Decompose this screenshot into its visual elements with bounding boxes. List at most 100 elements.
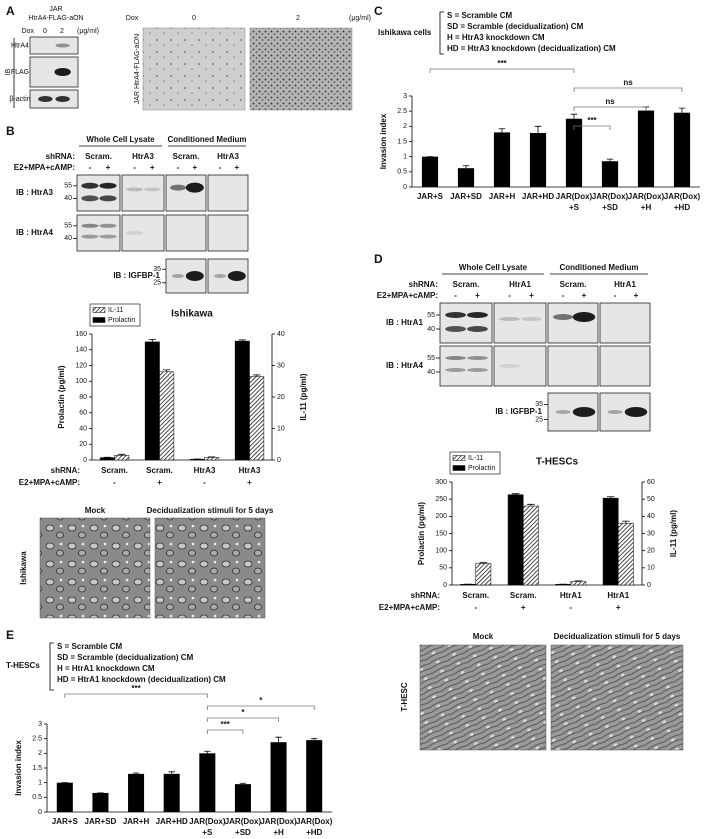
blot-band bbox=[499, 364, 520, 368]
blot-label: IB : HtrA4 bbox=[386, 361, 423, 370]
blot-band bbox=[81, 195, 99, 202]
blot-band bbox=[445, 356, 466, 360]
x-tick-label: JAR+SD bbox=[450, 192, 482, 201]
treatment-label: E2+MPA+cAMP: bbox=[14, 163, 75, 172]
y-tick-label: 2.5 bbox=[397, 108, 407, 115]
blot-band bbox=[170, 184, 186, 191]
chart-title: Ishikawa bbox=[171, 309, 213, 320]
x-tick-label: JAR(Dox) bbox=[628, 192, 665, 201]
blot-band bbox=[172, 274, 184, 278]
error-bar bbox=[310, 738, 318, 741]
x-tick-label: JAR+HD bbox=[522, 192, 554, 201]
mw-marker: 25 bbox=[153, 280, 161, 287]
error-bar bbox=[479, 562, 488, 564]
error-bar bbox=[574, 580, 583, 582]
y-tick-label: 1.5 bbox=[397, 138, 407, 145]
fraction-header: Conditioned Medium bbox=[167, 135, 246, 144]
y-tick-label: 1 bbox=[403, 154, 407, 161]
blot-panel bbox=[599, 302, 651, 344]
significance-bracket bbox=[206, 705, 315, 710]
x-tick-label: + bbox=[247, 478, 252, 487]
legend-item: H = HtrA3 knockdown CM bbox=[447, 33, 545, 42]
image-label: Mock bbox=[473, 632, 494, 641]
blot-panel bbox=[165, 214, 207, 252]
x-tick-label: HtrA3 bbox=[194, 466, 216, 475]
y-tick-label: 0.5 bbox=[397, 169, 407, 176]
bar bbox=[493, 132, 511, 187]
y-axis-label: Invasion index bbox=[379, 113, 388, 169]
error-bar bbox=[498, 128, 506, 133]
blot-band bbox=[81, 234, 99, 239]
image-label: Mock bbox=[85, 506, 106, 515]
blot-label: IB : IGFBP-1 bbox=[495, 407, 542, 416]
y2-tick-label: 40 bbox=[647, 513, 655, 520]
image-side-label: T-HESC bbox=[400, 682, 409, 712]
x-tick-label: JAR+S bbox=[417, 192, 444, 201]
mw-marker: 55 bbox=[64, 223, 72, 230]
dose: 2 bbox=[296, 15, 300, 22]
blot-band bbox=[572, 312, 596, 322]
legend-swatch bbox=[452, 455, 466, 461]
mw-marker: 40 bbox=[64, 235, 72, 242]
treatment-label: E2+MPA+cAMP: bbox=[377, 291, 438, 300]
significance-bracket bbox=[429, 68, 575, 73]
y-tick-label: 300 bbox=[435, 479, 447, 486]
legend-bracket bbox=[49, 642, 54, 691]
legend-item: H = HtrA1 knockdown CM bbox=[57, 664, 155, 673]
error-bar bbox=[148, 339, 156, 342]
x-tick-label: +HD bbox=[674, 203, 690, 212]
bar bbox=[602, 497, 619, 586]
y-tick-label: 200 bbox=[435, 513, 447, 520]
blot-panel bbox=[165, 174, 207, 212]
shrna: HtrA1 bbox=[614, 280, 636, 289]
unit: (μg/ml) bbox=[77, 28, 99, 35]
legend-swatch bbox=[92, 307, 106, 313]
bar bbox=[637, 110, 655, 187]
y-tick-label: 50 bbox=[439, 565, 447, 572]
legend-label: Prolactin bbox=[108, 317, 135, 324]
blot-panel bbox=[599, 345, 651, 387]
blot-panel bbox=[207, 174, 249, 212]
error-bar bbox=[163, 369, 171, 372]
legend-title: Ishikawa cells bbox=[378, 28, 432, 37]
y2-tick-label: 30 bbox=[647, 530, 655, 537]
error-bar bbox=[606, 158, 614, 162]
mw-marker: 40 bbox=[427, 326, 435, 333]
y2-tick-label: 60 bbox=[647, 479, 655, 486]
x-tick-label: +S bbox=[202, 828, 213, 837]
shrna: Scram. bbox=[85, 152, 112, 161]
mw-marker: 40 bbox=[64, 195, 72, 202]
y-tick-label: 0.5 bbox=[32, 794, 42, 801]
y-tick-label: 100 bbox=[75, 378, 87, 385]
legend-item: SD = Scramble (decidualization) CM bbox=[447, 22, 584, 31]
fraction-header: Conditioned Medium bbox=[559, 263, 638, 272]
bar bbox=[159, 371, 175, 461]
error-bar bbox=[606, 496, 615, 499]
y2-tick-label: 20 bbox=[647, 548, 655, 555]
y-tick-label: 2 bbox=[403, 123, 407, 130]
x-tick-label: JAR+H bbox=[489, 192, 516, 201]
y-tick-label: 20 bbox=[79, 441, 87, 448]
error-bar bbox=[239, 782, 247, 785]
micrograph bbox=[142, 27, 246, 111]
blot-label: IB : IGFBP-1 bbox=[113, 271, 160, 280]
x-tick-label: JAR(Dox) bbox=[189, 817, 226, 826]
shrna: Scram. bbox=[453, 280, 480, 289]
blot-band bbox=[143, 187, 161, 192]
blot-band bbox=[38, 96, 53, 102]
dox-label: Dox bbox=[126, 15, 139, 22]
blot-label: IB : HtrA1 bbox=[386, 318, 423, 327]
significance-bracket bbox=[573, 125, 611, 130]
treatment-label: E2+MPA+cAMP: bbox=[19, 478, 80, 487]
blot-band bbox=[445, 368, 466, 372]
shrna: HtrA3 bbox=[132, 152, 154, 161]
x-tick-label: JAR(Dox) bbox=[260, 817, 297, 826]
y-tick-label: 40 bbox=[79, 425, 87, 432]
bar bbox=[99, 457, 115, 461]
significance-label: ns bbox=[623, 78, 633, 87]
y2-tick-label: 40 bbox=[277, 331, 285, 338]
ib-label: IB bbox=[5, 68, 12, 75]
shrna-label: shRNA: bbox=[46, 152, 75, 161]
